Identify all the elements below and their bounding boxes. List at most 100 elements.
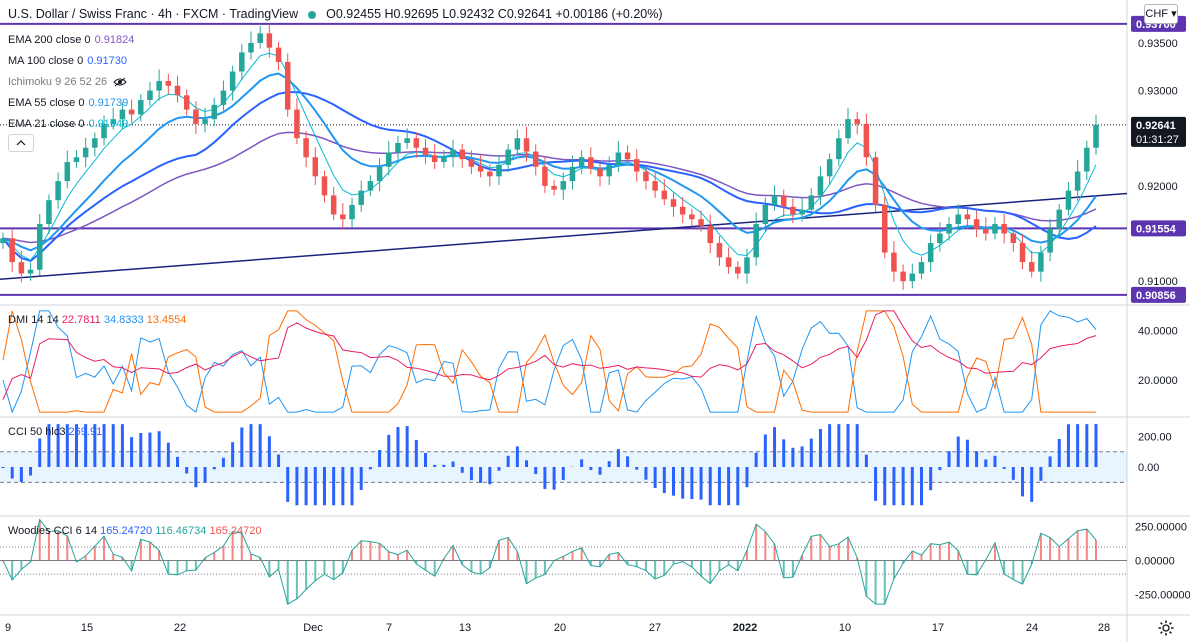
cci-bar — [286, 467, 290, 502]
cci-bar — [956, 436, 960, 467]
cci-bar — [433, 464, 437, 467]
time-tick-label: Dec — [303, 622, 323, 634]
woodies-bar — [847, 536, 850, 561]
cci-bar — [993, 455, 997, 467]
indicator-ema200[interactable]: EMA 200 close 0 0.91824 — [8, 30, 134, 51]
woodies-bar — [424, 560, 427, 571]
indicator-ichimoku[interactable]: Ichimoku 9 26 52 26 — [8, 72, 134, 93]
woodies-bar — [93, 546, 96, 561]
indicator-label: MA 100 close 0 — [8, 55, 84, 67]
cci-bar — [203, 467, 207, 483]
cci-bar — [892, 467, 896, 506]
dmi-tick-label: 40.0000 — [1138, 326, 1178, 338]
candle-body — [634, 159, 640, 172]
candle-body — [725, 257, 732, 267]
cci-bar — [653, 467, 657, 488]
indicator-label: EMA 21 close 0 — [8, 118, 85, 130]
candle-body — [918, 262, 925, 274]
cci-bar — [644, 467, 648, 480]
woodies-bar — [507, 537, 510, 561]
cci-legend[interactable]: CCI 50 hlc3 269.91 — [8, 426, 102, 438]
candle-body — [64, 162, 71, 182]
candle-body — [367, 181, 374, 191]
candle-body — [156, 81, 162, 91]
candle-body — [560, 181, 567, 190]
ma100-line — [2, 91, 1097, 263]
indicator-label: EMA 200 close 0 — [8, 34, 91, 46]
candle-body — [284, 61, 291, 110]
indicator-ma100[interactable]: MA 100 close 0 0.91730 — [8, 51, 134, 72]
woodies-bar — [562, 556, 565, 561]
cci-bar — [846, 424, 850, 467]
woodies-bar — [1067, 538, 1070, 561]
time-tick-label: 20 — [554, 622, 566, 634]
candle-body — [826, 159, 833, 177]
candle-body — [92, 138, 98, 148]
last-price-tag: 0.92641 — [1136, 120, 1176, 132]
cci-bar — [525, 460, 529, 467]
woodies-bar — [1049, 537, 1052, 561]
woodies-value-2: 116.46734 — [155, 525, 207, 537]
indicator-value: 0.91824 — [94, 34, 135, 46]
settings-gear-icon[interactable] — [1158, 620, 1174, 636]
candle-body — [128, 109, 135, 115]
woodies-legend[interactable]: Woodies CCI 6 14 165.24720 116.46734 165… — [8, 525, 261, 537]
cci-bar — [65, 424, 69, 467]
cci-bar — [616, 449, 620, 467]
candle-body — [422, 147, 429, 156]
candle-body — [312, 157, 319, 177]
currency-selector[interactable]: CHF ▾ — [1144, 4, 1178, 24]
candle-body — [220, 90, 227, 105]
cci-bar — [515, 446, 519, 467]
candle-body — [698, 219, 704, 226]
candle-body — [790, 206, 796, 215]
eye-hidden-icon[interactable] — [113, 77, 127, 87]
chart-header: U.S. Dollar / Swiss Franc · 4h · FXCM · … — [8, 7, 663, 21]
cci-bar — [965, 439, 969, 467]
cci-bar — [166, 442, 170, 467]
chevron-up-icon — [16, 140, 26, 146]
candle-body — [321, 176, 328, 196]
woodies-bar — [975, 560, 978, 575]
cci-bar — [699, 467, 703, 500]
candle-body — [523, 138, 530, 152]
woodies-bar — [148, 542, 151, 561]
cci-bar — [1011, 467, 1015, 480]
woodies-bar — [1085, 529, 1088, 561]
cci-bar — [681, 467, 685, 499]
candle-body — [358, 190, 364, 205]
woodies-bar — [38, 519, 41, 561]
woodies-bar — [874, 560, 877, 605]
woodies-tick-label: -250.00000 — [1135, 590, 1190, 602]
woodies-tick-label: 0.00000 — [1135, 556, 1175, 568]
time-tick-label: 10 — [839, 622, 851, 634]
woodies-bar — [323, 560, 326, 575]
cci-bar — [267, 436, 271, 467]
cci-bar — [736, 467, 740, 506]
dmi-tick-label: 20.0000 — [1138, 375, 1178, 387]
woodies-bar — [626, 560, 629, 565]
cci-bar — [497, 467, 501, 471]
candle-body — [1084, 147, 1090, 172]
woodies-bar — [736, 560, 739, 571]
cci-bar — [580, 459, 584, 467]
candle-body — [395, 142, 401, 153]
cci-bar — [589, 467, 593, 471]
woodies-bar — [745, 550, 748, 561]
candle-body — [854, 119, 860, 124]
woodies-bar — [488, 560, 491, 568]
cci-bar — [396, 427, 400, 467]
indicator-ema21[interactable]: EMA 21 close 0 0.91949 — [8, 114, 134, 135]
dmi-legend[interactable]: DMI 14 14 22.7811 34.8333 13.4554 — [8, 314, 186, 326]
candle-body — [1010, 233, 1017, 244]
collapse-legend-button[interactable] — [8, 134, 34, 152]
indicator-ema55[interactable]: EMA 55 close 0 0.91739 — [8, 93, 134, 114]
woodies-bar — [938, 544, 941, 561]
price-tick-label: 0.91000 — [1138, 276, 1178, 288]
candle-body — [588, 157, 594, 169]
symbol-title[interactable]: U.S. Dollar / Swiss Franc · 4h · FXCM · … — [8, 7, 299, 21]
woodies-bar — [782, 560, 785, 578]
woodies-bar — [351, 550, 354, 561]
bar-countdown: 01:31:27 — [1136, 134, 1179, 146]
